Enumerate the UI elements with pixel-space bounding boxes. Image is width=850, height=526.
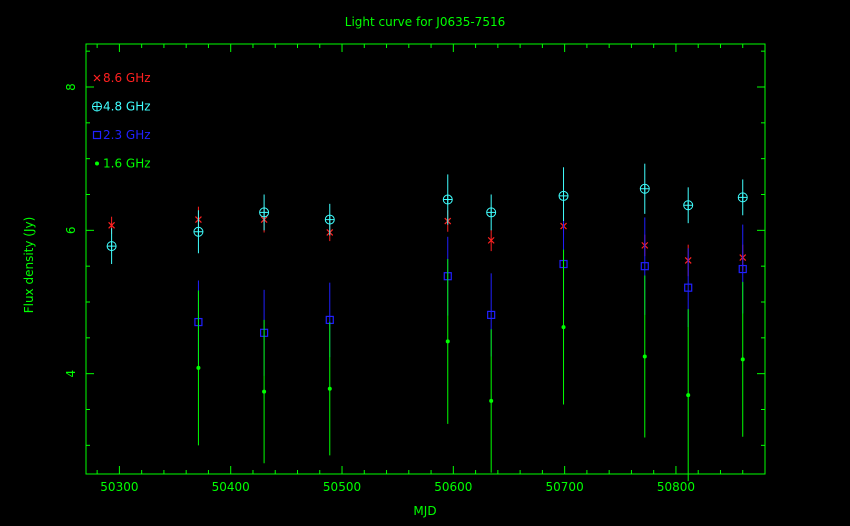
data-point [561,325,566,330]
legend-label: 4.8 GHz [103,100,151,114]
data-point-cross [259,207,269,217]
legend-label: 1.6 GHz [103,157,151,171]
data-point-cross [193,227,203,237]
data-point-cross [486,207,496,217]
data-point [108,221,116,229]
legend-marker [95,161,99,166]
data-point [740,357,745,362]
data-point-cross [559,191,569,201]
legend: 8.6 GHz 4.8 GHz 2.3 GHz 1.6 GHz [92,71,151,171]
series-4-8-ghz [106,163,748,265]
y-axis-label: Flux density (Jy) [22,217,36,314]
y-tick-label: 8 [64,83,78,91]
legend-marker [93,74,101,82]
data-point-cross [107,241,117,251]
axes-frame: 50300 50400 50500 50600 50700 50800 4 6 8 [64,43,766,494]
data-marks [106,163,748,482]
x-axis-label: MJD [413,504,436,518]
data-point [738,264,747,274]
data-point [642,354,647,359]
x-tick-label: 50800 [657,480,695,494]
legend-label: 8.6 GHz [103,71,151,85]
x-tick-label: 50500 [323,480,361,494]
data-point [487,310,496,319]
x-tick-label: 50700 [546,480,584,494]
data-point [196,365,201,370]
data-point [684,283,693,292]
data-point [489,398,494,403]
data-point [327,386,332,391]
legend-label: 2.3 GHz [103,128,151,142]
data-point [262,389,267,394]
data-point [487,236,495,244]
data-point-cross [443,195,453,205]
x-tick-label: 50600 [434,480,472,494]
y-tick-label: 4 [64,370,78,378]
y-tick-label: 6 [64,227,78,235]
data-point [640,262,649,271]
data-point [445,339,450,344]
plot-frame [85,43,766,475]
legend-marker-cross [92,102,102,111]
data-point-cross [325,215,335,225]
series-1-6-ghz [196,249,745,482]
legend-marker [92,130,102,140]
data-point [686,393,691,398]
data-point-cross [683,200,693,210]
x-tick-label: 50300 [100,480,138,494]
chart-title: Light curve for J0635-7516 [345,15,505,29]
data-point-cross [640,184,650,194]
x-tick-label: 50400 [212,480,250,494]
data-point-cross [738,192,748,202]
